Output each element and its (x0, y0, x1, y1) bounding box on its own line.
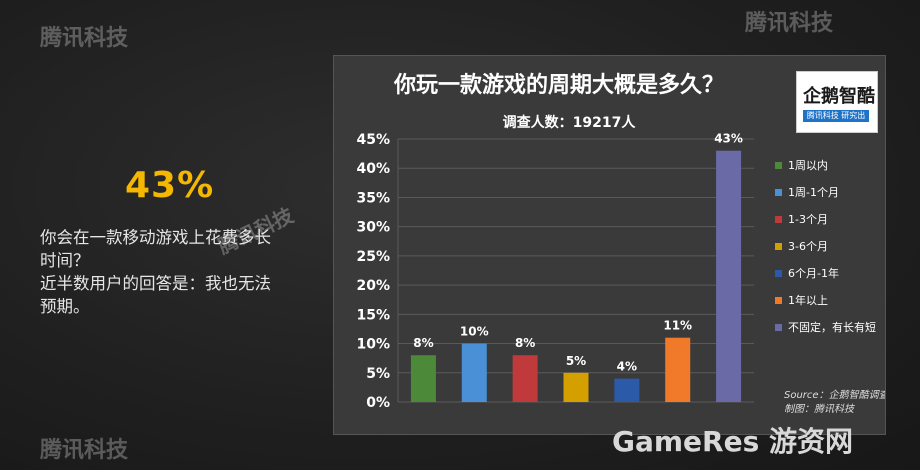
bar (614, 378, 640, 402)
y-tick-label: 20% (356, 278, 390, 294)
bar (512, 355, 538, 402)
legend-swatch (775, 162, 782, 169)
bar (461, 343, 487, 402)
y-tick-label: 35% (356, 190, 390, 206)
source-line-2: 制图：腾讯科技 (784, 403, 856, 415)
source-line-1: Source：企鹅智酷调查 (784, 389, 885, 401)
watermark-top-left: 腾讯科技 (40, 26, 129, 51)
legend-item: 1-3个月 (788, 213, 828, 226)
data-label: 4% (617, 360, 637, 374)
brand-logo: 企鹅智酷 腾讯科技 研究出品 (796, 71, 878, 133)
data-label: 43% (714, 132, 743, 146)
watermark-top-right: 腾讯科技 (745, 11, 834, 36)
question-line-1: 你会在一款移动游戏上花费多长 (40, 228, 271, 247)
legend-swatch (775, 270, 782, 277)
headline-stat: 43% (125, 165, 215, 206)
y-tick-label: 30% (356, 220, 390, 236)
legend-swatch (775, 324, 782, 331)
data-label: 8% (413, 336, 433, 350)
legend-item: 不固定，有长有短 (788, 320, 876, 334)
legend-item: 1周以内 (788, 158, 828, 172)
bar-chart: 你玩一款游戏的周期大概是多久？ 调查人数：19217人 0% 5% 10% 15% 20… (356, 72, 890, 415)
legend-item: 6个月-1年 (788, 266, 839, 280)
legend-item: 1周-1个月 (788, 186, 839, 199)
chart-panel: 你玩一款游戏的周期大概是多久？ 调查人数：19217人 0% 5% 10% 15% 20… (333, 55, 891, 435)
legend-swatch (775, 216, 782, 223)
y-tick-label: 0% (366, 395, 390, 411)
answer-line-2: 预期。 (40, 297, 90, 316)
question-line-2: 时间？ (40, 251, 90, 270)
logo-name: 企鹅智酷 (803, 86, 875, 107)
bar (563, 372, 589, 402)
legend-item: 3-6个月 (788, 240, 828, 253)
data-label: 8% (515, 336, 535, 350)
data-label: 5% (566, 354, 586, 368)
bars (410, 150, 742, 402)
summary-text: 你会在一款移动游戏上花费多长 时间？ 近半数用户的回答是：我也无法 预期。 (40, 226, 310, 318)
footer-watermark: GameRes 游资网 (612, 425, 854, 458)
chart-subtitle: 调查人数：19217人 (503, 114, 637, 131)
data-label: 11% (663, 319, 692, 333)
data-label: 10% (460, 325, 489, 339)
legend-swatch (775, 243, 782, 250)
grid (397, 138, 754, 403)
bar (410, 355, 436, 402)
y-axis: 0% 5% 10% 15% 20% 25% 30% 35% 40% 45% (356, 132, 390, 411)
value-labels: 8% 10% 8% 5% 4% 11% 43% (413, 132, 743, 374)
legend-swatch (775, 189, 782, 196)
y-tick-label: 10% (356, 337, 390, 353)
answer-line-1: 近半数用户的回答是：我也无法 (40, 274, 271, 293)
y-tick-label: 40% (356, 161, 390, 177)
bar (665, 337, 691, 402)
y-tick-label: 45% (356, 132, 390, 148)
bar (716, 150, 742, 402)
logo-tagline: 腾讯科技 研究出品 (803, 110, 869, 132)
y-tick-label: 25% (356, 249, 390, 265)
y-tick-label: 5% (366, 366, 390, 382)
chart-title: 你玩一款游戏的周期大概是多久？ (393, 72, 724, 98)
y-tick-label: 15% (356, 307, 390, 323)
legend-swatch (775, 297, 782, 304)
legend-item: 1年以上 (788, 293, 828, 307)
watermark-bottom-left: 腾讯科技 (40, 438, 129, 463)
